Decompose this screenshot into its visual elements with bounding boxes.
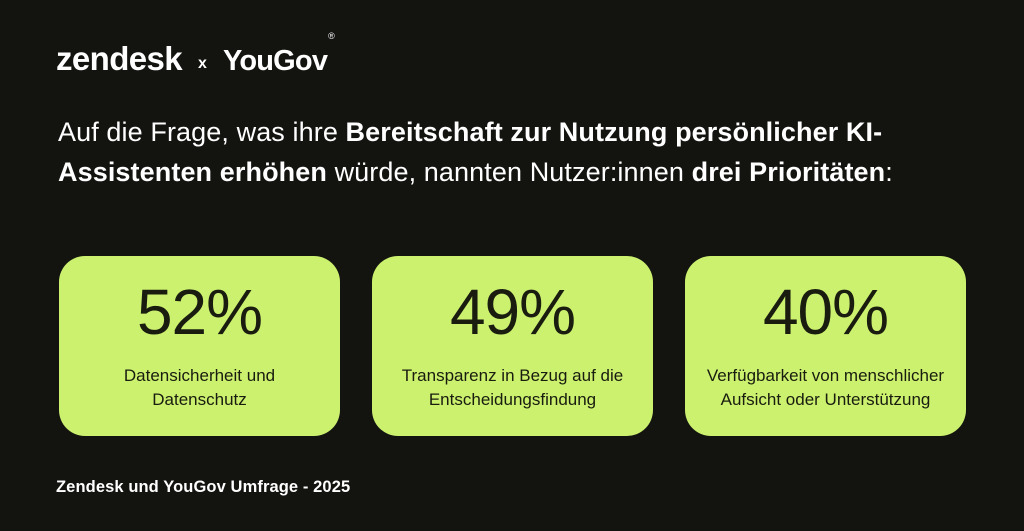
stat-value: 49% — [449, 276, 576, 348]
registered-trademark-icon: ® — [328, 31, 335, 41]
headline: Auf die Frage, was ihre Bereitschaft zur… — [58, 112, 988, 192]
stat-cards-row: 52% Datensicherheit und Datenschutz 49% … — [59, 256, 966, 436]
headline-segment: : — [885, 157, 893, 187]
headline-segment-bold: Bereitschaft zur Nutzung persönlicher KI… — [58, 117, 883, 187]
headline-segment-bold: drei Prioritäten — [691, 157, 886, 187]
headline-segment: Auf die Frage, was ihre — [58, 117, 346, 147]
stat-value: 52% — [136, 276, 263, 348]
yougov-logo-text: YouGov — [222, 45, 328, 77]
stat-card-transparenz: 49% Transparenz in Bezug auf die Entsche… — [372, 256, 653, 436]
stat-value: 40% — [762, 276, 889, 348]
stat-label: Verfügbarkeit von menschlicher Aufsicht … — [706, 366, 945, 409]
headline-segment: würde, nannten Nutzer:innen — [326, 157, 692, 187]
stat-label: Transparenz in Bezug auf die Entscheidun… — [401, 366, 624, 409]
stat-card-verfuegbarkeit: 40% Verfügbarkeit von menschlicher Aufsi… — [685, 256, 966, 436]
zendesk-logo: zendesk — [56, 40, 183, 77]
x-separator-icon: x — [198, 55, 207, 72]
logo-row: zendesk x YouGov® — [56, 31, 335, 78]
yougov-logo: YouGov® — [222, 31, 335, 78]
stat-card-datensicherheit: 52% Datensicherheit und Datenschutz — [59, 256, 340, 436]
stat-label: Datensicherheit und Datenschutz — [123, 366, 276, 409]
source-attribution: Zendesk und YouGov Umfrage - 2025 — [56, 478, 351, 496]
